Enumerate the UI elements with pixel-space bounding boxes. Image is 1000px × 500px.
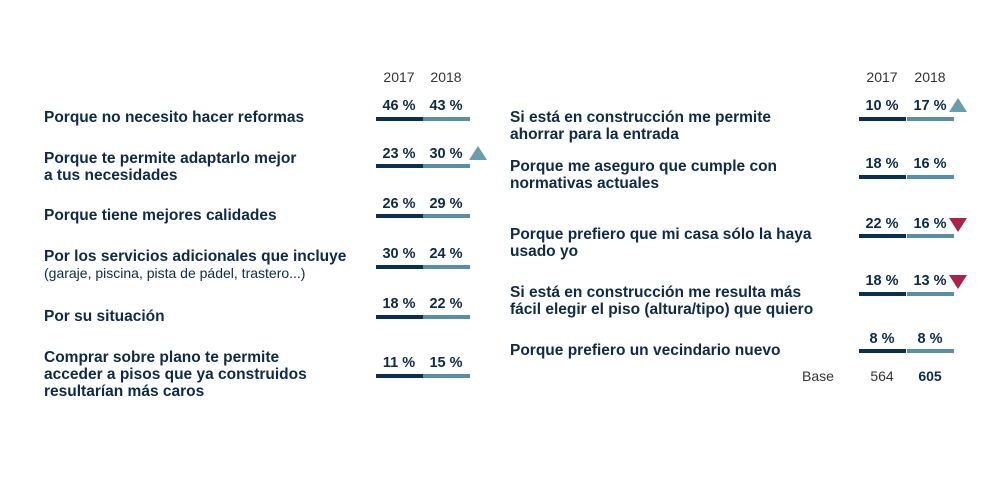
value-2017: 30 % — [382, 246, 416, 262]
trend-up-icon — [949, 98, 967, 112]
value-2018: 16 % — [913, 156, 947, 172]
bar-2018 — [907, 117, 954, 121]
value-2017: 18 % — [865, 273, 899, 289]
value-2018: 16 % — [913, 216, 947, 232]
bar-2018 — [423, 315, 470, 319]
value-2018: 30 % — [429, 146, 463, 162]
value-2017: 11 % — [382, 355, 416, 371]
value-2017: 8 % — [869, 331, 895, 347]
year-header-2017: 2017 — [866, 69, 898, 85]
right-table: 2017 2018 Base 564 605 Si está en constr… — [500, 0, 1000, 500]
value-2018: 22 % — [429, 296, 463, 312]
row-label: Si está en construcción me resulta más f… — [510, 284, 814, 318]
bar-2017 — [859, 175, 906, 179]
row-sublabel: (garaje, piscina, pista de pádel, traste… — [44, 265, 306, 281]
trend-up-icon — [469, 146, 487, 160]
row-label: Comprar sobre plano te permite acceder a… — [44, 349, 307, 400]
value-2017: 23 % — [382, 146, 416, 162]
year-header-2017: 2017 — [383, 69, 415, 85]
value-2018: 15 % — [429, 355, 463, 371]
bar-2017 — [376, 374, 423, 378]
value-2018: 8 % — [917, 331, 943, 347]
value-2017: 18 % — [865, 156, 899, 172]
base-value-2017: 564 — [870, 368, 894, 384]
trend-down-icon — [949, 218, 967, 232]
bar-2017 — [376, 265, 423, 269]
bar-2017 — [859, 349, 906, 353]
value-2017: 10 % — [865, 98, 899, 114]
bar-2018 — [423, 265, 470, 269]
row-label: Si está en construcción me permite ahorr… — [510, 109, 772, 143]
bar-2018 — [423, 164, 470, 168]
row-label: Porque no necesito hacer reformas — [44, 109, 305, 126]
bar-2017 — [859, 117, 906, 121]
bar-2018 — [907, 234, 954, 238]
year-header-2018: 2018 — [430, 69, 462, 85]
bar-2018 — [423, 117, 470, 121]
row-label: Porque me aseguro que cumple con normati… — [510, 158, 778, 192]
value-2018: 29 % — [429, 196, 463, 212]
base-value-2018: 605 — [918, 368, 942, 384]
value-2017: 22 % — [865, 216, 899, 232]
value-2017: 18 % — [382, 296, 416, 312]
row-label: Por los servicios adicionales que incluy… — [44, 248, 347, 281]
bar-2017 — [376, 315, 423, 319]
value-2018: 13 % — [913, 273, 947, 289]
row-label: Porque prefiero que mi casa sólo la haya… — [510, 226, 812, 260]
bar-2017 — [859, 292, 906, 296]
base-label: Base — [802, 368, 834, 384]
bar-2018 — [423, 214, 470, 218]
value-2018: 24 % — [429, 246, 463, 262]
left-table: 2017 2018 Porque no necesito hacer refor… — [44, 69, 487, 400]
value-2018: 17 % — [913, 98, 947, 114]
bar-2017 — [859, 234, 906, 238]
value-2018: 43 % — [429, 98, 463, 114]
row-label: Por su situación — [44, 308, 165, 325]
row-label: Porque prefiero un vecindario nuevo — [510, 342, 781, 359]
row-label: Porque tiene mejores calidades — [44, 207, 277, 224]
bar-2017 — [376, 214, 423, 218]
trend-down-icon — [949, 275, 967, 289]
bar-2017 — [376, 117, 423, 121]
bar-2018 — [907, 292, 954, 296]
value-2017: 26 % — [382, 196, 416, 212]
bar-2017 — [376, 164, 423, 168]
bar-2018 — [907, 175, 954, 179]
bar-2018 — [423, 374, 470, 378]
year-header-2018: 2018 — [914, 69, 946, 85]
value-2017: 46 % — [382, 98, 416, 114]
row-label: Porque te permite adaptarlo mejor a tus … — [44, 150, 297, 184]
bar-2018 — [907, 349, 954, 353]
